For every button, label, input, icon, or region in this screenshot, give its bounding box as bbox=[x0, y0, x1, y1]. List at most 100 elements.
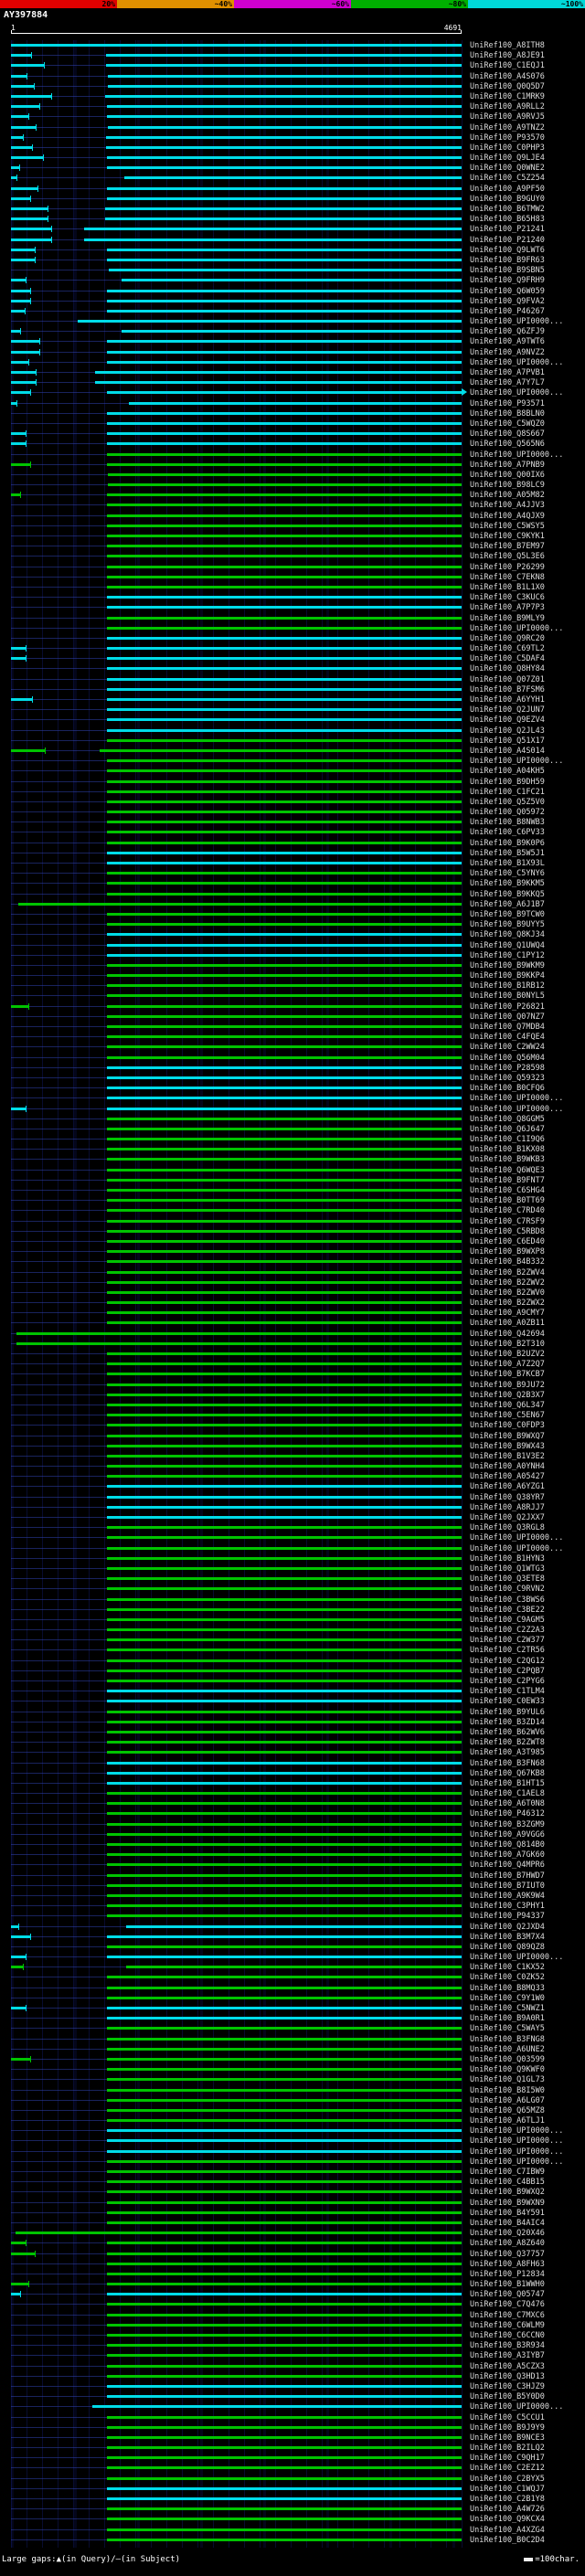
hit-bar[interactable] bbox=[107, 759, 462, 763]
hit-label[interactable]: UniRef100_A6LG07 bbox=[470, 2095, 545, 2105]
hit-row[interactable]: UniRef100_A3IYB7 bbox=[0, 2350, 585, 2360]
hit-bar[interactable] bbox=[107, 514, 462, 517]
hit-row[interactable]: UniRef100_C1PY12 bbox=[0, 950, 585, 960]
hit-lead-bar[interactable] bbox=[11, 186, 38, 190]
hit-lead-bar[interactable] bbox=[11, 196, 30, 200]
hit-row[interactable]: UniRef100_Q6J647 bbox=[0, 1124, 585, 1134]
hit-row[interactable]: UniRef100_A6UNE2 bbox=[0, 2044, 585, 2054]
hit-label[interactable]: UniRef100_C2Z2A3 bbox=[470, 1626, 545, 1636]
hit-row[interactable]: UniRef100_A0YNH4 bbox=[0, 1461, 585, 1471]
hit-bar[interactable] bbox=[107, 1577, 462, 1581]
hit-label[interactable]: UniRef100_UPI0000... bbox=[470, 388, 564, 398]
hit-bar[interactable] bbox=[107, 74, 462, 78]
hit-row[interactable]: UniRef100_C7RSF9 bbox=[0, 1216, 585, 1226]
hit-label[interactable]: UniRef100_C6WLM9 bbox=[470, 2320, 545, 2330]
hit-bar[interactable] bbox=[107, 984, 462, 988]
hit-bar[interactable] bbox=[107, 1373, 462, 1376]
hit-row[interactable]: UniRef100_A4XZG4 bbox=[0, 2525, 585, 2535]
hit-bar[interactable] bbox=[107, 258, 462, 261]
hit-bar[interactable] bbox=[107, 1638, 462, 1642]
hit-bar[interactable] bbox=[107, 156, 462, 160]
hit-row[interactable]: UniRef100_A9VGG6 bbox=[0, 1829, 585, 1839]
hit-row[interactable]: UniRef100_Q565N6 bbox=[0, 439, 585, 449]
hit-label[interactable]: UniRef100_Q89QZ8 bbox=[470, 1942, 545, 1952]
hit-label[interactable]: UniRef100_B2ZWT8 bbox=[470, 1738, 545, 1748]
hit-bar[interactable] bbox=[106, 135, 462, 139]
hit-row[interactable]: UniRef100_C2EZ12 bbox=[0, 2463, 585, 2473]
hit-row[interactable]: UniRef100_B7HWD7 bbox=[0, 1871, 585, 1881]
hit-label[interactable]: UniRef100_UPI0000... bbox=[470, 1104, 564, 1114]
hit-row[interactable]: UniRef100_Q9EZV4 bbox=[0, 715, 585, 725]
hit-row[interactable]: UniRef100_B2ZWV4 bbox=[0, 1267, 585, 1277]
hit-row[interactable]: UniRef100_B1L1X0 bbox=[0, 582, 585, 592]
hit-label[interactable]: UniRef100_B3R934 bbox=[470, 2341, 545, 2351]
hit-row[interactable]: UniRef100_C2QG12 bbox=[0, 1656, 585, 1666]
hit-lead-bar[interactable] bbox=[11, 462, 30, 466]
hit-label[interactable]: UniRef100_C0PHP3 bbox=[470, 143, 545, 153]
hit-label[interactable]: UniRef100_A9K9W4 bbox=[470, 1891, 545, 1901]
hit-label[interactable]: UniRef100_P46267 bbox=[470, 306, 545, 316]
hit-bar[interactable] bbox=[83, 228, 462, 231]
hit-row[interactable]: UniRef100_A0ZB11 bbox=[0, 1318, 585, 1328]
hit-label[interactable]: UniRef100_B1HT15 bbox=[470, 1778, 545, 1788]
hit-label[interactable]: UniRef100_B9YUL6 bbox=[470, 1707, 545, 1717]
hit-label[interactable]: UniRef100_B7KCB7 bbox=[470, 1370, 545, 1380]
hit-label[interactable]: UniRef100_C6PV33 bbox=[470, 828, 545, 838]
hit-label[interactable]: UniRef100_B9JU72 bbox=[470, 1380, 545, 1390]
hit-label[interactable]: UniRef100_C2PQB7 bbox=[470, 1666, 545, 1676]
hit-label[interactable]: UniRef100_Q5L3E6 bbox=[470, 552, 545, 562]
hit-label[interactable]: UniRef100_C5WSY5 bbox=[470, 521, 545, 531]
hit-label[interactable]: UniRef100_B1HYN3 bbox=[470, 1553, 545, 1564]
hit-row[interactable]: UniRef100_C2B1Y8 bbox=[0, 2494, 585, 2504]
hit-label[interactable]: UniRef100_Q1GL73 bbox=[470, 2075, 545, 2085]
hit-row[interactable]: UniRef100_C2Z2A3 bbox=[0, 1625, 585, 1635]
hit-bar[interactable] bbox=[107, 2283, 462, 2286]
hit-label[interactable]: UniRef100_C2WW24 bbox=[470, 1043, 545, 1053]
hit-bar[interactable] bbox=[107, 340, 462, 344]
hit-label[interactable]: UniRef100_A9RLL2 bbox=[470, 102, 545, 112]
hit-bar[interactable] bbox=[107, 851, 462, 854]
hit-lead-bar[interactable] bbox=[11, 289, 30, 292]
hit-label[interactable]: UniRef100_UPI0000... bbox=[470, 2126, 564, 2136]
hit-label[interactable]: UniRef100_Q3ETE8 bbox=[470, 1574, 545, 1585]
hit-bar[interactable] bbox=[121, 330, 462, 334]
hit-lead-bar[interactable] bbox=[11, 166, 20, 170]
hit-label[interactable]: UniRef100_B7IUT0 bbox=[470, 1881, 545, 1891]
hit-label[interactable]: UniRef100_C3PHY1 bbox=[470, 1902, 545, 1912]
hit-bar[interactable] bbox=[107, 442, 462, 446]
hit-row[interactable]: UniRef100_B3ZD14 bbox=[0, 1717, 585, 1727]
hit-row[interactable]: UniRef100_C1KX52 bbox=[0, 1962, 585, 1972]
hit-label[interactable]: UniRef100_A7GK60 bbox=[470, 1850, 545, 1860]
hit-row[interactable]: UniRef100_B62WV6 bbox=[0, 1727, 585, 1737]
hit-label[interactable]: UniRef100_Q0WNE2 bbox=[470, 164, 545, 174]
hit-label[interactable]: UniRef100_B9MLY9 bbox=[470, 613, 545, 623]
hit-lead-bar[interactable] bbox=[11, 279, 26, 282]
hit-lead-bar[interactable] bbox=[11, 698, 33, 701]
hit-row[interactable]: UniRef100_B2ZWX2 bbox=[0, 1298, 585, 1308]
hit-bar[interactable] bbox=[107, 790, 462, 793]
hit-bar[interactable] bbox=[107, 1444, 462, 1447]
hit-label[interactable]: UniRef100_C1EQJ1 bbox=[470, 61, 545, 71]
hit-row[interactable]: UniRef100_Q5Z5V0 bbox=[0, 797, 585, 807]
hit-label[interactable]: UniRef100_A8RJJ7 bbox=[470, 1502, 545, 1512]
hit-lead-bar[interactable] bbox=[11, 2057, 30, 2061]
hit-bar[interactable] bbox=[107, 2210, 462, 2214]
hit-label[interactable]: UniRef100_C5CCU1 bbox=[470, 2412, 545, 2422]
hit-label[interactable]: UniRef100_A9TNZ2 bbox=[470, 122, 545, 133]
hit-row[interactable]: UniRef100_B9MLY9 bbox=[0, 613, 585, 623]
hit-row[interactable]: UniRef100_A8RJJ7 bbox=[0, 1502, 585, 1512]
hit-row[interactable]: UniRef100_B9FNT7 bbox=[0, 1175, 585, 1185]
hit-row[interactable]: UniRef100_A9PF50 bbox=[0, 184, 585, 194]
hit-row[interactable]: UniRef100_Q2JUN7 bbox=[0, 705, 585, 715]
hit-bar[interactable] bbox=[107, 1863, 462, 1867]
hit-bar[interactable] bbox=[16, 1331, 462, 1335]
hit-label[interactable]: UniRef100_UPI0000... bbox=[470, 1543, 564, 1553]
hit-row[interactable]: UniRef100_C9QH17 bbox=[0, 2453, 585, 2463]
hit-row[interactable]: UniRef100_Q1WTG3 bbox=[0, 1564, 585, 1574]
hit-bar[interactable] bbox=[105, 217, 462, 221]
hit-label[interactable]: UniRef100_B6TMW2 bbox=[470, 205, 545, 214]
hit-row[interactable]: UniRef100_C1EQJ1 bbox=[0, 60, 585, 70]
hit-lead-bar[interactable] bbox=[11, 54, 31, 58]
hit-bar[interactable] bbox=[107, 1680, 462, 1682]
hit-row[interactable]: UniRef100_Q00IX6 bbox=[0, 470, 585, 480]
